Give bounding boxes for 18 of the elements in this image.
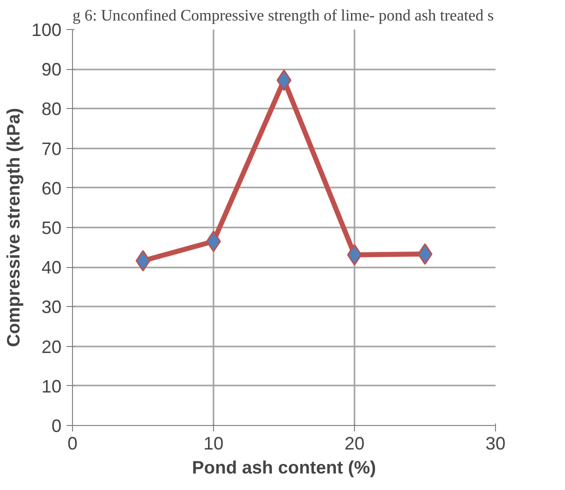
y-tick-label: 50 [41, 218, 62, 238]
y-tick-label: 20 [41, 336, 62, 357]
chart-title: g 6: Unconfined Compressive strength of lime- pond ash treated s [72, 8, 494, 24]
x-tick-label: 30 [485, 434, 506, 454]
y-tick-label: 30 [41, 297, 62, 318]
x-tick-label: 10 [203, 434, 224, 454]
y-tick-label: 70 [41, 138, 62, 159]
y-tick-label: 90 [41, 60, 62, 80]
y-tick-label: 100 [31, 20, 62, 40]
x-axis-title: Pond ash content (%) [192, 458, 376, 478]
y-tick-label: 40 [41, 258, 62, 278]
y-axis-title: Compressive strength (kPa) [3, 108, 24, 348]
y-tick-label: 10 [41, 376, 62, 396]
x-tick-label: 0 [67, 434, 78, 454]
y-tick-label: 0 [51, 416, 62, 436]
y-tick-label: 60 [41, 178, 62, 198]
x-tick-label: 20 [344, 434, 365, 454]
y-tick-label: 80 [41, 99, 62, 120]
